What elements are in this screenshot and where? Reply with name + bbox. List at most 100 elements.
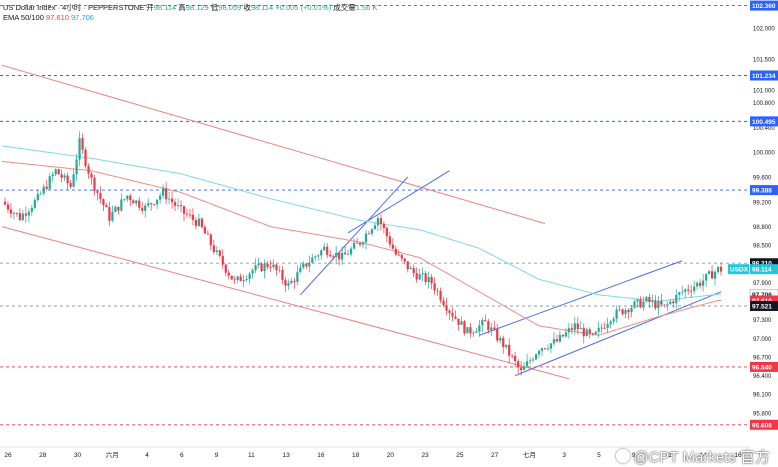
candle [460, 321, 463, 325]
candle [305, 263, 308, 267]
candle [394, 248, 397, 255]
candle [651, 300, 654, 303]
candle [162, 188, 165, 196]
candle [612, 318, 615, 322]
candle [421, 273, 424, 275]
candle [272, 264, 275, 268]
trend-channel-line [1, 226, 569, 380]
candle [549, 343, 553, 349]
candle [451, 312, 454, 317]
candle [135, 200, 138, 204]
candle [666, 303, 669, 305]
candle [403, 258, 406, 262]
symbol-tag [728, 264, 749, 275]
candle [466, 327, 469, 334]
y-tick-label: 101.500 [753, 57, 775, 63]
candle [490, 327, 493, 331]
candle [367, 233, 371, 235]
trend-channel-line [299, 176, 409, 296]
x-tick-label: 26 [4, 452, 12, 459]
candle [496, 329, 499, 341]
x-tick-label: 16 [734, 452, 742, 459]
x-tick-label: 4 [145, 452, 149, 459]
candle [716, 266, 720, 272]
y-tick-label: 102.000 [753, 26, 775, 32]
x-tick-label: 20 [387, 452, 395, 459]
candle [314, 256, 317, 258]
candle [150, 203, 153, 205]
candle [78, 138, 81, 160]
candle [660, 300, 663, 305]
candle [436, 290, 439, 292]
candle [69, 183, 72, 187]
y-tick-label: 99.600 [753, 175, 772, 181]
candle [102, 199, 105, 206]
candle [669, 301, 672, 304]
candle [341, 252, 344, 260]
candle [684, 289, 687, 292]
x-tick-label: 9 [215, 452, 219, 459]
candle [654, 300, 657, 309]
candle [248, 273, 251, 279]
candle [84, 149, 87, 167]
candle [439, 290, 442, 301]
candle [111, 212, 114, 221]
candle [433, 283, 436, 291]
price-tag-label: 95.608 [752, 422, 772, 429]
candle [487, 321, 490, 331]
candle [502, 337, 505, 348]
candle [75, 159, 78, 175]
candle [561, 334, 564, 337]
x-tick-label: 六月 [106, 450, 119, 459]
candle [245, 278, 248, 280]
candle [472, 332, 475, 334]
candle [457, 318, 460, 325]
candle [239, 276, 242, 282]
y-tick-label: 98.800 [753, 225, 772, 231]
candle [236, 276, 239, 281]
candle [594, 331, 597, 335]
candle [499, 337, 502, 341]
candle [45, 186, 48, 189]
price-tag [750, 301, 778, 312]
candle [3, 201, 7, 205]
candle [525, 361, 529, 367]
candle [570, 328, 573, 330]
candle [21, 213, 24, 220]
candle [170, 198, 174, 203]
candle [588, 329, 591, 334]
candle [600, 327, 603, 329]
candle [60, 174, 63, 178]
x-tick-label: 13 [282, 452, 290, 459]
x-tick-label: 3 [562, 452, 566, 459]
candle [173, 202, 177, 206]
candle [126, 195, 129, 200]
candle [621, 309, 624, 315]
candle [320, 250, 323, 256]
ema50-line [1, 160, 721, 336]
x-tick-label: 18 [352, 452, 360, 459]
candle [221, 255, 224, 265]
change-value: +0.005 (+0.01%) [275, 3, 332, 12]
candle [397, 254, 400, 256]
candle [528, 360, 532, 362]
candle [573, 323, 576, 330]
candle [230, 275, 233, 280]
candle [284, 279, 287, 286]
candle [364, 233, 368, 243]
candle [672, 301, 675, 304]
candle [540, 348, 544, 351]
candle [663, 304, 666, 306]
candle [636, 299, 639, 302]
candle [478, 325, 481, 332]
candle [358, 242, 362, 245]
candle [579, 328, 582, 330]
candle [66, 175, 69, 184]
candle [576, 323, 579, 330]
y-tick-label: 100.800 [753, 101, 775, 107]
candle [275, 264, 278, 271]
candle [132, 200, 135, 204]
candle [591, 333, 594, 335]
x-tick-label: 27 [491, 452, 499, 459]
